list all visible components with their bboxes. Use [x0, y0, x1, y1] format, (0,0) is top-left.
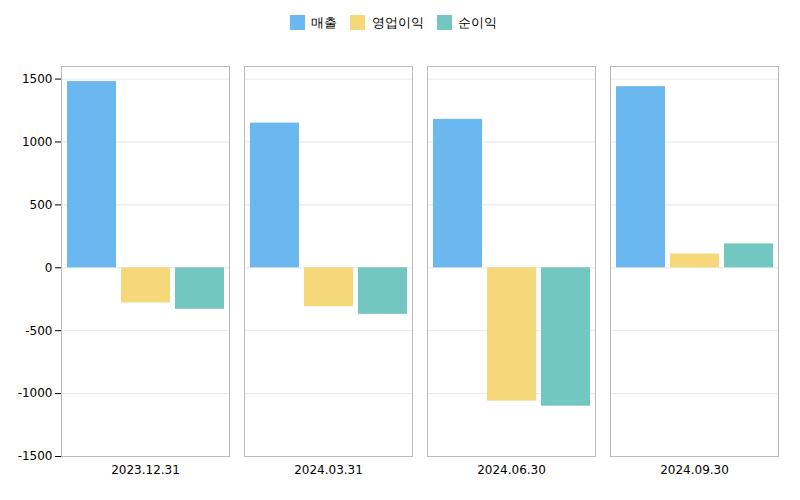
- svg-text:1000: 1000: [22, 134, 53, 148]
- svg-text:2024.09.30: 2024.09.30: [660, 463, 729, 477]
- svg-text:2023.12.31: 2023.12.31: [111, 463, 180, 477]
- html-text:매출: 매출: [311, 13, 338, 31]
- svg-text:-1000: -1000: [18, 386, 53, 400]
- svg-text:2024.03.31: 2024.03.31: [294, 463, 363, 477]
- svg-text:-1500: -1500: [18, 449, 53, 463]
- html-text:영업이익: 영업이익: [371, 13, 424, 31]
- svg-text:-500: -500: [25, 323, 52, 337]
- svg-text:500: 500: [30, 197, 53, 211]
- svg-text:1500: 1500: [22, 71, 53, 85]
- svg-text:2024.06.30: 2024.06.30: [477, 463, 546, 477]
- svg-text:0: 0: [45, 260, 53, 274]
- html-text:순이익: 순이익: [458, 13, 498, 31]
